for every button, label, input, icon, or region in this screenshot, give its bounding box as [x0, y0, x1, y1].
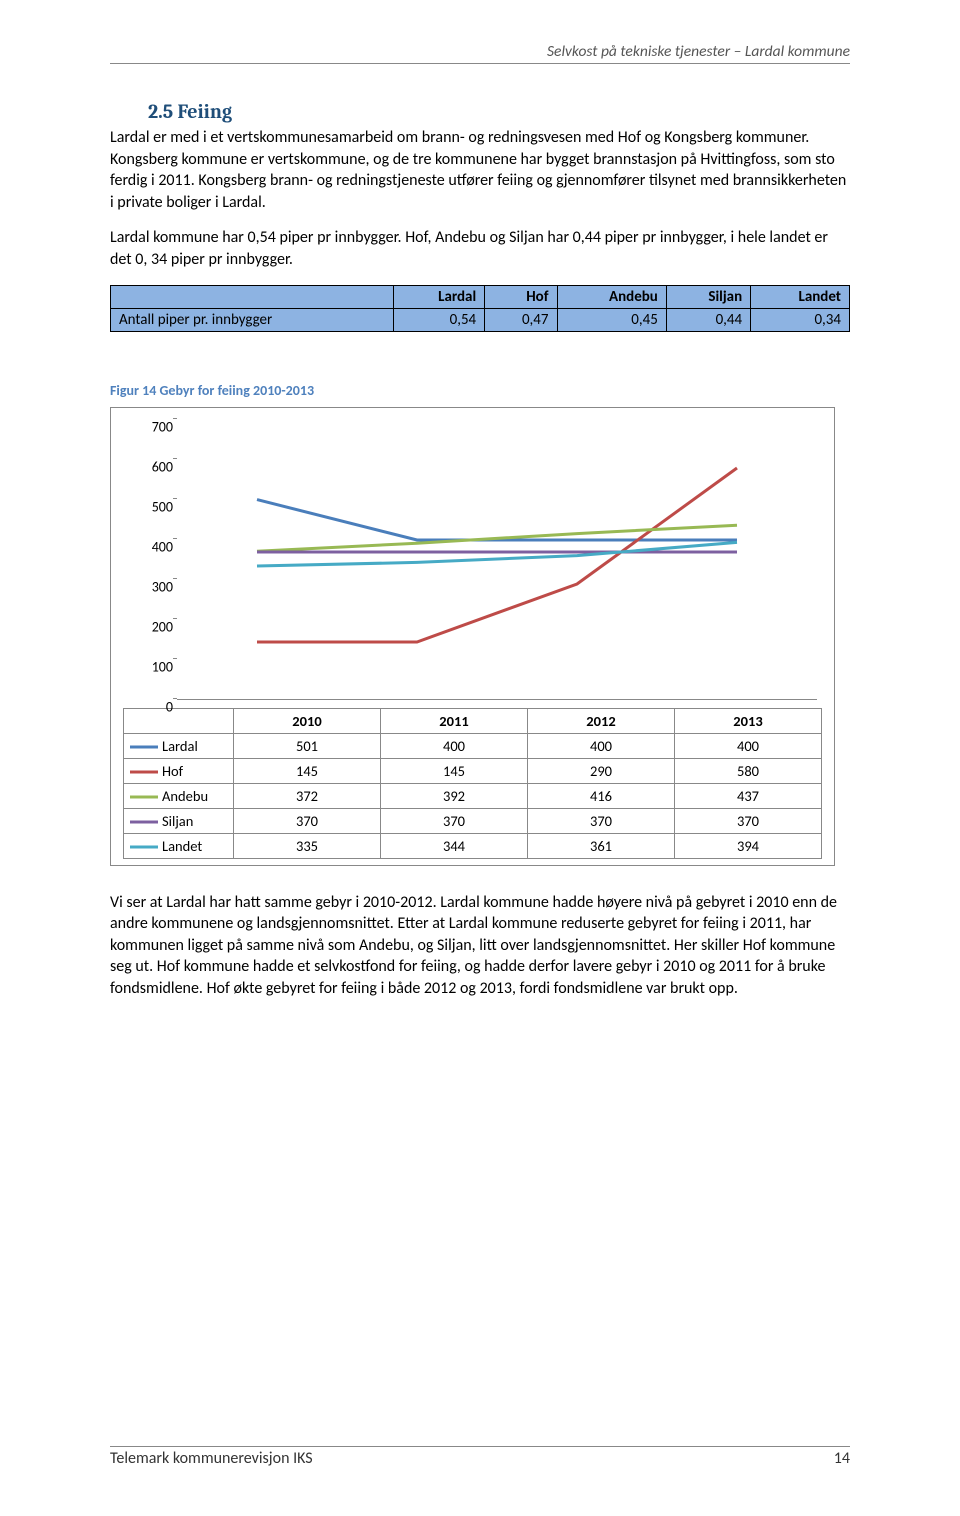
- compare-col: Andebu: [557, 285, 666, 308]
- legend-cell: 344: [381, 833, 528, 858]
- legend-cell: 580: [675, 758, 822, 783]
- paragraph-3: Vi ser at Lardal har hatt samme gebyr i …: [110, 892, 850, 1000]
- y-tick-label: 600: [133, 458, 173, 475]
- compare-corner: [111, 285, 394, 308]
- legend-cell: 437: [675, 783, 822, 808]
- compare-col: Landet: [751, 285, 850, 308]
- legend-cell: 145: [381, 758, 528, 783]
- compare-table: Lardal Hof Andebu Siljan Landet Antall p…: [110, 285, 850, 332]
- y-tick-label: 300: [133, 578, 173, 595]
- legend-cell: 501: [234, 733, 381, 758]
- compare-cell: 0,47: [485, 308, 557, 331]
- legend-cell: 335: [234, 833, 381, 858]
- legend-label-andebu: Andebu: [124, 783, 234, 808]
- compare-cell: 0,54: [393, 308, 484, 331]
- y-tick-label: 400: [133, 538, 173, 555]
- legend-cell: 361: [528, 833, 675, 858]
- compare-cell: 0,45: [557, 308, 666, 331]
- legend-cell: 394: [675, 833, 822, 858]
- y-tick-label: 100: [133, 658, 173, 675]
- x-category-header: 2010: [234, 708, 381, 733]
- y-tick-label: 200: [133, 618, 173, 635]
- compare-rowlabel: Antall piper pr. innbygger: [111, 308, 394, 331]
- legend-cell: 370: [528, 808, 675, 833]
- chart-container: 0100200300400500600700 2010201120122013L…: [110, 407, 835, 866]
- legend-cell: 370: [675, 808, 822, 833]
- compare-col: Hof: [485, 285, 557, 308]
- running-header: Selvkost på tekniske tjenester – Lardal …: [110, 42, 850, 64]
- paragraph-2: Lardal kommune har 0,54 piper pr innbygg…: [110, 227, 850, 270]
- legend-cell: 400: [675, 733, 822, 758]
- legend-cell: 370: [381, 808, 528, 833]
- chart-data-table: 2010201120122013Lardal501400400400Hof145…: [123, 708, 822, 859]
- legend-cell: 392: [381, 783, 528, 808]
- series-line-landet: [257, 542, 737, 566]
- compare-cell: 0,34: [751, 308, 850, 331]
- running-title-text: Selvkost på tekniske tjenester – Lardal …: [547, 42, 850, 61]
- y-tick-label: 0: [133, 698, 173, 715]
- series-line-hof: [257, 468, 737, 642]
- legend-cell: 290: [528, 758, 675, 783]
- y-tick-label: 700: [133, 418, 173, 435]
- legend-label-hof: Hof: [124, 758, 234, 783]
- legend-label-landet: Landet: [124, 833, 234, 858]
- compare-col: Siljan: [666, 285, 750, 308]
- legend-cell: 416: [528, 783, 675, 808]
- legend-cell: 400: [528, 733, 675, 758]
- legend-cell: 370: [234, 808, 381, 833]
- compare-cell: 0,44: [666, 308, 750, 331]
- y-tick-label: 500: [133, 498, 173, 515]
- legend-cell: 145: [234, 758, 381, 783]
- page-footer: Telemark kommunerevisjon IKS 14: [110, 1446, 850, 1468]
- compare-col: Lardal: [393, 285, 484, 308]
- paragraph-1: Lardal er med i et vertskommunesamarbeid…: [110, 127, 850, 213]
- footer-page: 14: [834, 1449, 850, 1468]
- x-category-header: 2013: [675, 708, 822, 733]
- legend-label-siljan: Siljan: [124, 808, 234, 833]
- legend-cell: 372: [234, 783, 381, 808]
- x-category-header: 2012: [528, 708, 675, 733]
- chart-plot-area: 0100200300400500600700: [177, 420, 817, 700]
- footer-org: Telemark kommunerevisjon IKS: [110, 1449, 313, 1468]
- section-heading: 2.5 Feiing: [148, 100, 850, 123]
- legend-cell: 400: [381, 733, 528, 758]
- x-category-header: 2011: [381, 708, 528, 733]
- figure-caption: Figur 14 Gebyr for feiing 2010-2013: [110, 382, 850, 399]
- legend-label-lardal: Lardal: [124, 733, 234, 758]
